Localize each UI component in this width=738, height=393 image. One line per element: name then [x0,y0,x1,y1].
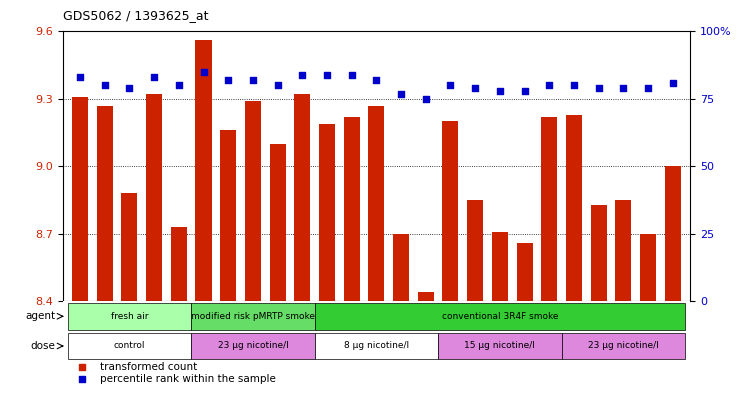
Bar [368,106,384,301]
Bar [170,227,187,301]
Point [173,82,184,88]
Bar [146,94,162,301]
Bar [68,303,191,330]
Bar [319,124,335,301]
Bar [443,121,458,301]
Point [543,82,555,88]
Text: 23 μg nicotine/l: 23 μg nicotine/l [218,342,289,351]
Bar [314,332,438,359]
Text: 23 μg nicotine/l: 23 μg nicotine/l [588,342,659,351]
Bar [294,94,310,301]
Point [247,77,259,83]
Bar [245,101,261,301]
Text: control: control [114,342,145,351]
Bar [418,292,434,301]
Text: fresh air: fresh air [111,312,148,321]
Point [370,77,382,83]
Bar [541,117,557,301]
Bar [438,332,562,359]
Text: 8 μg nicotine/l: 8 μg nicotine/l [344,342,409,351]
Point [593,85,604,91]
Point [148,74,160,81]
Point [198,69,210,75]
Point [642,85,654,91]
Bar [665,167,680,301]
Point [420,96,432,102]
Point [123,85,135,91]
Text: agent: agent [25,311,55,321]
Point [297,72,308,78]
Point [618,85,630,91]
Point [99,82,111,88]
Bar [492,232,508,301]
Bar [562,332,685,359]
Bar [467,200,483,301]
Bar [191,332,314,359]
Text: 15 μg nicotine/l: 15 μg nicotine/l [464,342,535,351]
Bar [393,234,409,301]
Point [395,90,407,97]
Point [494,88,506,94]
Text: percentile rank within the sample: percentile rank within the sample [100,374,276,384]
Bar [191,303,314,330]
Point [346,72,358,78]
Bar [72,97,88,301]
Bar [640,234,656,301]
Bar [344,117,359,301]
Bar [68,332,191,359]
Point [222,77,234,83]
Text: GDS5062 / 1393625_at: GDS5062 / 1393625_at [63,9,208,22]
Bar [220,130,236,301]
Point [321,72,333,78]
Point [74,74,86,81]
Bar [269,144,286,301]
Bar [615,200,632,301]
Bar [97,106,113,301]
Bar [121,193,137,301]
Point [272,82,283,88]
Point [76,376,88,382]
Point [469,85,481,91]
Text: conventional 3R4F smoke: conventional 3R4F smoke [441,312,558,321]
Bar [517,243,533,301]
Text: modified risk pMRTP smoke: modified risk pMRTP smoke [191,312,315,321]
Point [568,82,580,88]
Bar [566,115,582,301]
Text: dose: dose [30,341,55,351]
Bar [196,40,212,301]
Bar [314,303,685,330]
Point [444,82,456,88]
Point [519,88,531,94]
Point [76,364,88,370]
Point [667,80,679,86]
Text: transformed count: transformed count [100,362,198,372]
Bar [590,205,607,301]
